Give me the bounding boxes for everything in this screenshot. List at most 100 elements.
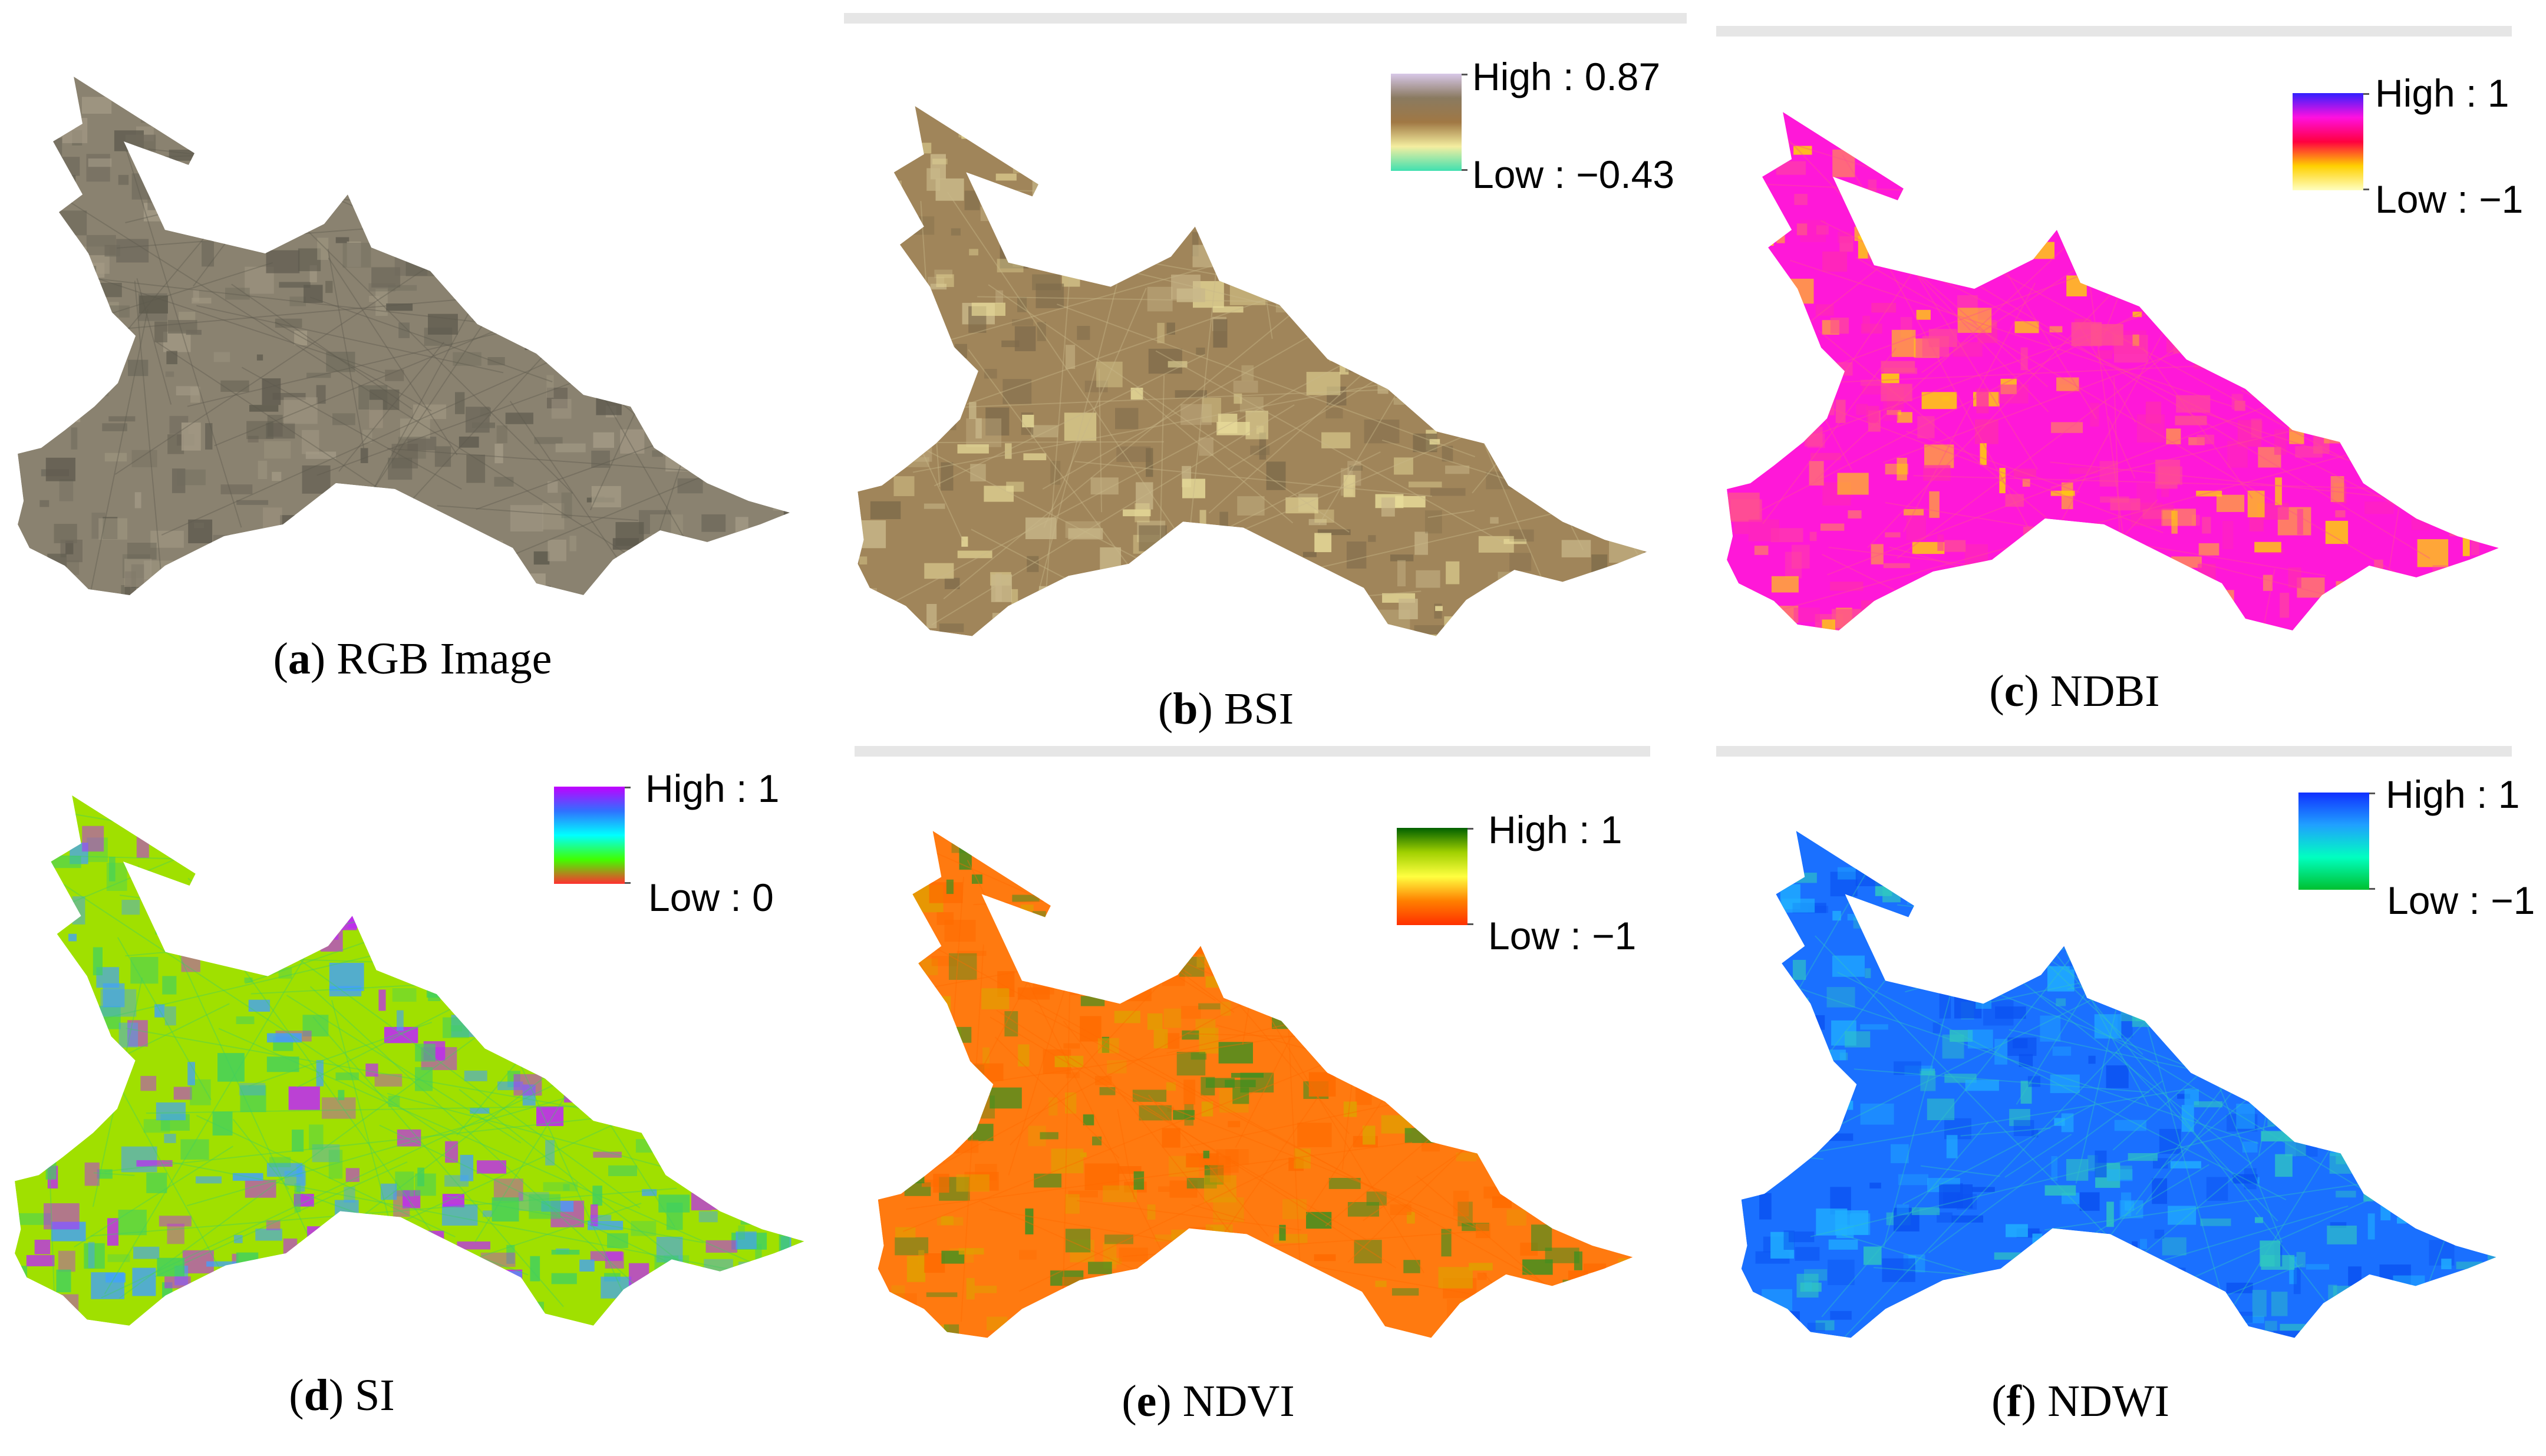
map-texture-patch bbox=[754, 126, 784, 134]
map-texture-patch bbox=[2317, 1077, 2348, 1104]
map-texture-patch bbox=[403, 1262, 413, 1289]
map-texture-patch bbox=[1219, 605, 1248, 630]
map-texture-patch bbox=[1031, 425, 1058, 438]
map-texture-patch bbox=[1374, 894, 1400, 899]
map-texture-patch bbox=[105, 1273, 126, 1283]
map-texture-patch bbox=[163, 181, 193, 192]
map-texture-patch bbox=[2342, 275, 2350, 290]
map-texture-patch bbox=[1354, 1240, 1382, 1264]
map-texture-patch bbox=[1035, 1347, 1058, 1358]
map-texture-patch bbox=[2386, 429, 2412, 441]
map-texture-patch bbox=[476, 924, 503, 935]
map-texture-patch bbox=[588, 269, 612, 285]
map-texture-patch bbox=[217, 853, 252, 859]
map-texture-patch bbox=[2229, 272, 2254, 288]
map-street-line bbox=[1337, 180, 1362, 213]
map-texture-patch bbox=[305, 1268, 318, 1296]
map-texture-patch bbox=[885, 302, 909, 328]
map-texture-patch bbox=[1185, 581, 1198, 610]
map-texture-patch bbox=[386, 303, 413, 311]
map-texture-patch bbox=[1407, 326, 1443, 332]
map-texture-patch bbox=[1473, 286, 1505, 311]
map-texture-patch bbox=[2496, 619, 2499, 630]
map-texture-patch bbox=[999, 146, 1008, 159]
map-texture-patch bbox=[1403, 1260, 1420, 1273]
map-texture-patch bbox=[1318, 625, 1341, 636]
map-texture-patch bbox=[1598, 1187, 1631, 1201]
map-texture-patch bbox=[1953, 342, 1983, 357]
map-texture-patch bbox=[1157, 1330, 1168, 1338]
map-texture-patch bbox=[1302, 552, 1317, 557]
map-street-line bbox=[286, 149, 318, 170]
map-street-line bbox=[120, 894, 341, 925]
map-texture-patch bbox=[2128, 1267, 2146, 1295]
legend-tick bbox=[625, 787, 631, 788]
map-texture-patch bbox=[2298, 270, 2317, 276]
map-texture-patch bbox=[790, 1200, 804, 1215]
map-texture-patch bbox=[1158, 561, 1170, 575]
map-texture-patch bbox=[1295, 567, 1321, 593]
map-texture-patch bbox=[2228, 339, 2245, 358]
map-texture-patch bbox=[1173, 1110, 1195, 1120]
map-texture-patch bbox=[136, 830, 149, 858]
map-texture-patch bbox=[1147, 1204, 1156, 1220]
map-texture-patch bbox=[353, 556, 362, 583]
map-texture-patch bbox=[1774, 1049, 1805, 1063]
map-texture-patch bbox=[583, 351, 598, 359]
map-street-line bbox=[409, 554, 415, 592]
map-texture-patch bbox=[2051, 422, 2083, 433]
map-texture-patch bbox=[345, 1168, 360, 1182]
map-texture-patch bbox=[2389, 365, 2421, 387]
map-texture-patch bbox=[2274, 429, 2287, 455]
map-texture-patch bbox=[1152, 570, 1162, 577]
map-texture-patch bbox=[2319, 958, 2349, 984]
map-texture-patch bbox=[2052, 1046, 2072, 1056]
map-texture-patch bbox=[1287, 266, 1316, 284]
map-texture-patch bbox=[34, 1239, 51, 1254]
map-texture-patch bbox=[301, 430, 319, 454]
map-texture-patch bbox=[1804, 427, 1823, 447]
map-texture-patch bbox=[2002, 957, 2011, 969]
map-texture-patch bbox=[1237, 249, 1248, 259]
map-texture-patch bbox=[884, 110, 899, 132]
map-texture-patch bbox=[1838, 232, 1852, 243]
map-texture-patch bbox=[44, 1203, 80, 1230]
map-texture-patch bbox=[1534, 379, 1549, 394]
map-texture-patch bbox=[1470, 1076, 1502, 1089]
map-texture-patch bbox=[59, 479, 74, 501]
map-texture-patch bbox=[45, 457, 75, 481]
map-texture-patch bbox=[272, 392, 306, 400]
map-texture-patch bbox=[249, 405, 279, 412]
map-texture-patch bbox=[2363, 1180, 2374, 1201]
map-texture-patch bbox=[2380, 586, 2402, 612]
map-texture-patch bbox=[1759, 628, 1795, 630]
map-texture-patch bbox=[761, 372, 790, 387]
map-texture-patch bbox=[1528, 256, 1540, 269]
map-texture-patch bbox=[88, 158, 112, 167]
map-texture-patch bbox=[795, 433, 824, 461]
map-street-line bbox=[312, 1016, 564, 1308]
map-texture-patch bbox=[2260, 1240, 2281, 1267]
map-texture-patch bbox=[292, 1130, 304, 1152]
map-texture-patch bbox=[212, 1111, 233, 1136]
map-texture-patch bbox=[1731, 453, 1738, 464]
map-texture-patch bbox=[260, 804, 290, 814]
map-texture-patch bbox=[1201, 1101, 1213, 1117]
map-texture-patch bbox=[529, 1194, 561, 1219]
map-texture-patch bbox=[2300, 911, 2333, 928]
map-texture-patch bbox=[1196, 347, 1205, 355]
map-texture-patch bbox=[2334, 219, 2362, 247]
map-texture-patch bbox=[2114, 951, 2122, 969]
map-texture-patch bbox=[1122, 188, 1140, 210]
map-texture-patch bbox=[2007, 1037, 2037, 1056]
map-texture-patch bbox=[204, 1327, 229, 1346]
map-texture-patch bbox=[304, 1255, 334, 1261]
map-texture-patch bbox=[1343, 1101, 1357, 1117]
map-texture-patch bbox=[2023, 851, 2047, 859]
map-texture-patch bbox=[331, 907, 357, 930]
map-texture-patch bbox=[378, 989, 386, 1011]
map-texture-patch bbox=[1478, 593, 1492, 606]
map-texture-patch bbox=[156, 163, 187, 180]
map-texture-patch bbox=[2117, 1340, 2139, 1351]
map-texture-patch bbox=[2244, 885, 2273, 894]
